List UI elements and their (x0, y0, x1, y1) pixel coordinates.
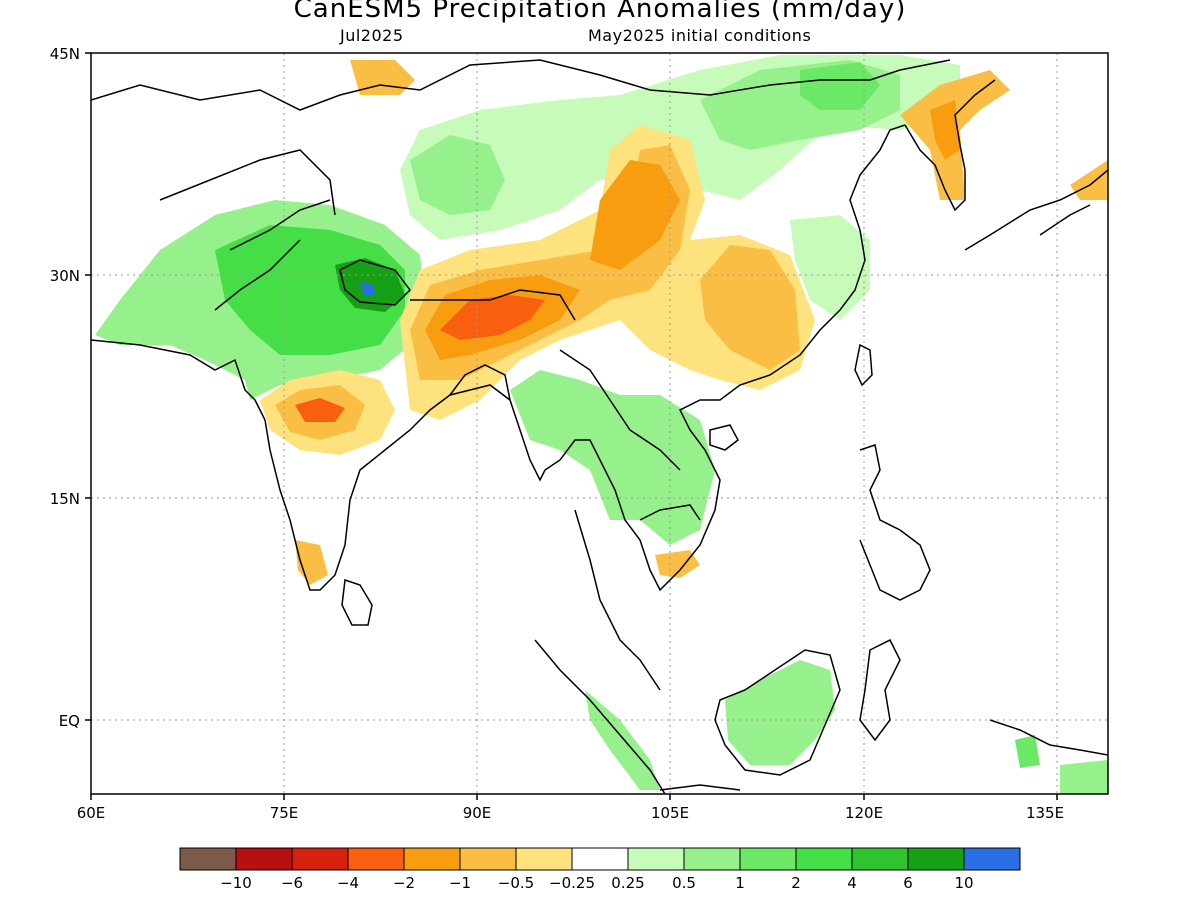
chart-title: CanESM5 Precipitation Anomalies (mm/day) (293, 0, 907, 24)
dry-korea-core (930, 100, 960, 160)
colorbar-label: 1 (735, 874, 745, 892)
colorbar-swatch (963, 847, 1021, 871)
lat-label-30n: 30N (50, 267, 80, 285)
colorbar-label: 10 (954, 874, 973, 892)
lon-label-90e: 90E (463, 804, 492, 822)
lat-label-eq: EQ (59, 712, 80, 730)
wet-mongolia-core (800, 62, 880, 110)
dry-north-asia (350, 60, 415, 95)
colorbar-swatch (403, 847, 461, 871)
colorbar-label: −0.5 (498, 874, 534, 892)
wet-borneo (725, 660, 835, 765)
colorbar-label: −10 (220, 874, 252, 892)
colorbar-label: 2 (791, 874, 801, 892)
colorbar-swatch (515, 847, 573, 871)
lon-labels: 60E 75E 90E 105E 120E 135E (77, 804, 1064, 822)
lat-label-45n: 45N (50, 45, 80, 63)
wet-far-east (1060, 760, 1108, 794)
forecast-month: Jul2025 (340, 26, 404, 45)
colorbar-label: −2 (393, 874, 415, 892)
dry-china-east (700, 245, 800, 370)
colorbar-label: 0.5 (672, 874, 696, 892)
lon-label-60e: 60E (77, 804, 106, 822)
lon-label-105e: 105E (651, 804, 689, 822)
colorbar-label: 6 (903, 874, 913, 892)
wet-nepal-peak (360, 282, 375, 295)
colorbar-label: −4 (337, 874, 359, 892)
colorbar-swatch (347, 847, 405, 871)
dry-china-north (590, 160, 680, 270)
colorbar-swatch (627, 847, 685, 871)
colorbar-swatch (851, 847, 909, 871)
colorbar-swatch (291, 847, 349, 871)
wet-indochina (510, 370, 715, 545)
wet-east-china (790, 215, 870, 320)
lat-label-15n: 15N (50, 490, 80, 508)
wet-south-asia-core (215, 225, 405, 355)
colorbar-labels: −10 −6 −4 −2 −1 −0.5 −0.25 0.25 0.5 1 2 4 6 10 (220, 874, 973, 892)
wet-new-guinea (1015, 735, 1040, 768)
coastlines (91, 59, 1108, 794)
dry-central-india-peak (295, 398, 345, 422)
colorbar-swatch (235, 847, 293, 871)
map-frame (90, 52, 1109, 795)
colorbar-swatch (683, 847, 741, 871)
dry-japan (1070, 160, 1108, 200)
lat-labels: 45N 30N 15N EQ (50, 45, 80, 730)
colorbar-label: 0.25 (611, 874, 644, 892)
gridlines (91, 53, 1108, 794)
colorbar-swatch (739, 847, 797, 871)
anomaly-fields (95, 55, 1108, 794)
colorbar-label: −6 (281, 874, 303, 892)
initial-conditions: May2025 initial conditions (588, 26, 812, 45)
lon-label-75e: 75E (270, 804, 299, 822)
colorbar-label: 4 (847, 874, 857, 892)
colorbar-swatch (795, 847, 853, 871)
lon-label-120e: 120E (845, 804, 883, 822)
wet-sumatra (585, 690, 660, 790)
dry-south-india (295, 540, 328, 585)
colorbar-swatch (179, 847, 237, 871)
wet-northwest-china (410, 135, 505, 215)
tick-marks (85, 52, 1058, 800)
colorbar-label: −1 (449, 874, 471, 892)
lon-label-135e: 135E (1026, 804, 1064, 822)
colorbar-swatch (571, 847, 629, 871)
colorbar (179, 847, 1021, 871)
colorbar-label: −0.25 (549, 874, 595, 892)
dry-tibet-peak (440, 295, 545, 340)
colorbar-swatch (459, 847, 517, 871)
colorbar-swatch (907, 847, 965, 871)
dry-vietnam-south (655, 550, 700, 578)
